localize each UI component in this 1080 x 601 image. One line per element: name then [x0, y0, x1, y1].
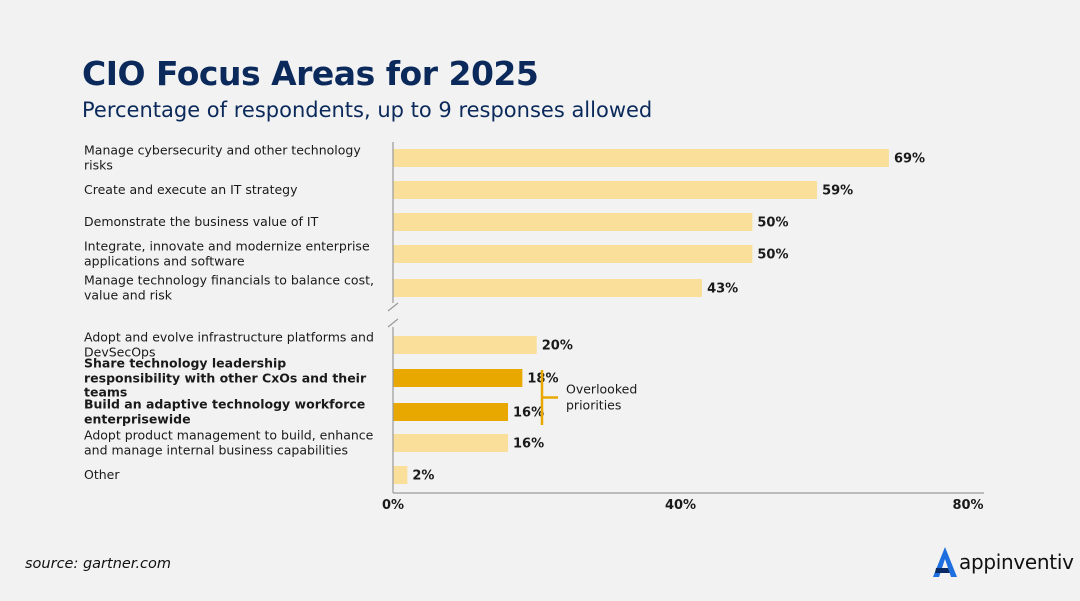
bar [393, 279, 703, 297]
bar [393, 336, 537, 354]
chart-title: CIO Focus Areas for 2025 [82, 54, 539, 93]
category-label: Build an adaptive technology workforce e… [84, 396, 366, 426]
logo-icon [933, 547, 957, 577]
data-label: 50% [757, 216, 788, 231]
category-label: Adopt and evolve infrastructure platform… [84, 329, 374, 359]
bar [393, 434, 508, 452]
data-label: 43% [707, 282, 738, 297]
bar [393, 149, 889, 167]
data-label: 69% [894, 152, 925, 167]
data-label: 50% [757, 248, 788, 263]
x-tick-label: 0% [382, 498, 404, 513]
brand-name: appinventiv [959, 550, 1074, 574]
axis-break-mark [387, 318, 399, 328]
data-label: 20% [542, 339, 573, 354]
category-label: Create and execute an IT strategy [84, 181, 298, 197]
bar [393, 213, 753, 231]
category-label: Adopt product management to build, enhan… [84, 427, 374, 457]
data-label: 16% [513, 406, 544, 421]
bar [393, 369, 523, 387]
category-label: Demonstrate the business value of IT [84, 213, 319, 229]
bar [393, 466, 408, 484]
bar [393, 181, 818, 199]
source-note: source: gartner.com [25, 556, 172, 572]
data-label: 16% [513, 437, 544, 452]
annotation-text: Overlooked priorities [566, 382, 637, 413]
category-label: Manage technology financials to balance … [84, 272, 374, 302]
data-label: 59% [822, 184, 853, 199]
category-label: Other [84, 466, 120, 482]
category-label: Share technology leadership responsibili… [84, 355, 367, 400]
x-tick-label: 80% [952, 498, 983, 513]
bar [393, 245, 753, 263]
x-tick-label: 40% [665, 498, 696, 513]
bar [393, 403, 508, 421]
axis-break-mark [387, 302, 399, 312]
chart-subtitle: Percentage of respondents, up to 9 respo… [82, 98, 653, 122]
category-label: Manage cybersecurity and other technolog… [84, 142, 361, 172]
data-label: 2% [412, 469, 434, 484]
category-label: Integrate, innovate and modernize enterp… [84, 238, 370, 268]
